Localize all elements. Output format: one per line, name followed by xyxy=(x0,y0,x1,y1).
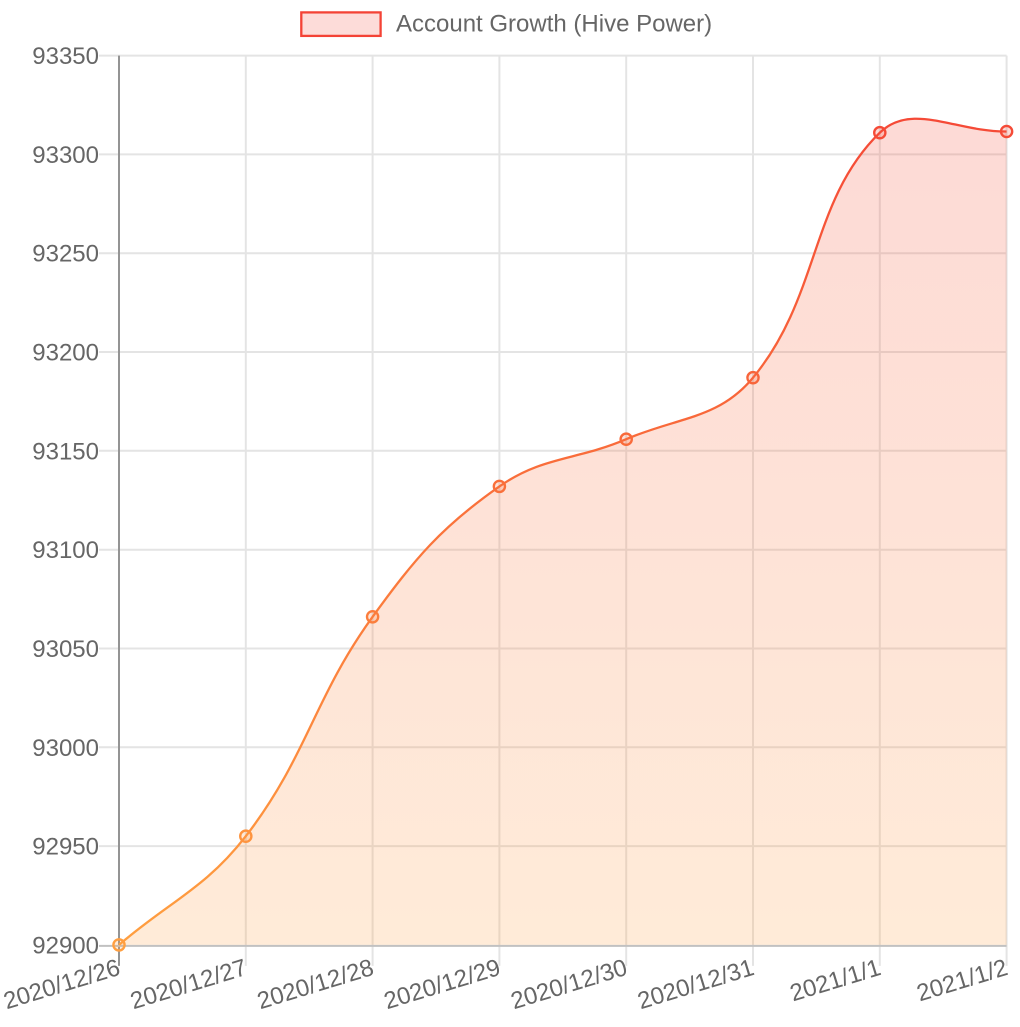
svg-text:93000: 93000 xyxy=(32,735,99,762)
svg-text:93250: 93250 xyxy=(32,241,99,268)
svg-text:93050: 93050 xyxy=(32,636,99,663)
svg-text:93100: 93100 xyxy=(32,537,99,564)
svg-text:92900: 92900 xyxy=(32,932,99,959)
svg-text:Account Growth (Hive Power): Account Growth (Hive Power) xyxy=(396,10,712,37)
svg-text:93350: 93350 xyxy=(32,43,99,70)
svg-text:93200: 93200 xyxy=(32,340,99,367)
svg-text:93300: 93300 xyxy=(32,142,99,169)
svg-text:93150: 93150 xyxy=(32,438,99,465)
svg-text:92950: 92950 xyxy=(32,834,99,861)
